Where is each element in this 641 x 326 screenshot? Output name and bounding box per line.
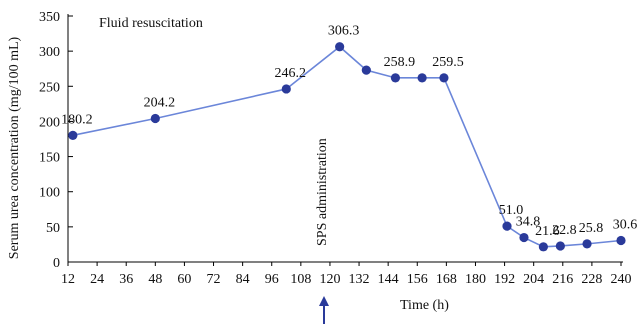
y-tick-label: 250: [39, 80, 60, 95]
y-tick-label: 50: [46, 221, 60, 236]
data-label: 34.8: [516, 215, 541, 230]
x-tick-label: 72: [207, 272, 221, 287]
series-line: [68, 42, 626, 252]
data-label: 22.8: [552, 223, 577, 238]
data-point: [150, 113, 160, 124]
x-tick-label: 108: [290, 272, 311, 287]
data-point: [390, 73, 401, 83]
x-tick-label: 24: [90, 272, 104, 287]
x-tick-label: 192: [494, 272, 515, 287]
data-point: [582, 239, 592, 249]
y-tick-label: 100: [39, 186, 60, 201]
x-tick-label: 216: [552, 272, 573, 287]
sps-annotation: SPS administration: [315, 138, 330, 246]
x-tick-label: 12: [61, 272, 75, 287]
y-tick-label: 150: [39, 151, 60, 166]
x-tick-label: 48: [148, 272, 162, 287]
x-tick-label: 120: [319, 272, 340, 287]
x-tick-label: 132: [349, 272, 370, 287]
y-tick-label: 200: [39, 115, 60, 130]
x-tick-label: 168: [436, 272, 457, 287]
x-tick-label: 36: [119, 272, 133, 287]
x-tick-label: 60: [177, 272, 191, 287]
data-labels: 180.2 204.2 246.2 306.3 258.9 259.5 51.034.821…: [61, 24, 637, 239]
data-label: 306.3: [328, 24, 360, 39]
data-label: 246.2: [275, 66, 307, 81]
data-point: [519, 232, 529, 243]
data-label: 25.8: [579, 221, 604, 236]
data-point: [68, 130, 78, 140]
x-tick-label: 240: [611, 272, 632, 287]
up-arrow-icon: [319, 296, 329, 324]
y-tick-label: 0: [53, 256, 60, 271]
data-point: [616, 235, 626, 246]
data-label: 180.2: [61, 112, 93, 127]
x-tick-label: 204: [523, 272, 544, 287]
fluid-annotation: Fluid resuscitation: [99, 16, 203, 31]
x-tick-label: 84: [236, 272, 250, 287]
data-point: [439, 73, 449, 83]
x-tick-label: 180: [465, 272, 486, 287]
y-axis-label: Serum urea concentration (mg/100 mL): [7, 36, 22, 259]
y-tick-label: 350: [39, 10, 60, 25]
data-point: [538, 242, 548, 252]
data-point: [502, 221, 512, 231]
x-axis-label: Time (h): [400, 298, 449, 313]
data-point: [555, 241, 565, 251]
x-tick-label: 156: [407, 272, 428, 287]
data-point: [361, 65, 371, 75]
x-tick-label: 144: [378, 272, 399, 287]
data-label: 51.0: [499, 203, 524, 218]
data-point: [281, 84, 291, 94]
data-label: 204.2: [144, 95, 176, 110]
data-label: 21.6: [535, 224, 560, 239]
data-label: 258.9: [384, 55, 416, 70]
y-axis: 0 50 100 150 200 250 300 350: [39, 10, 73, 271]
data-label: 30.6: [613, 217, 638, 232]
y-tick-label: 300: [39, 45, 60, 60]
x-axis: 12 24 36 48 60 72 84 96 108 120 132 144 156 168 180 192…: [61, 261, 632, 287]
x-tick-label: 228: [581, 272, 602, 287]
data-label: 259.5: [432, 55, 464, 70]
x-tick-label: 96: [265, 272, 279, 287]
data-point: [335, 42, 345, 52]
data-point: [417, 73, 427, 83]
